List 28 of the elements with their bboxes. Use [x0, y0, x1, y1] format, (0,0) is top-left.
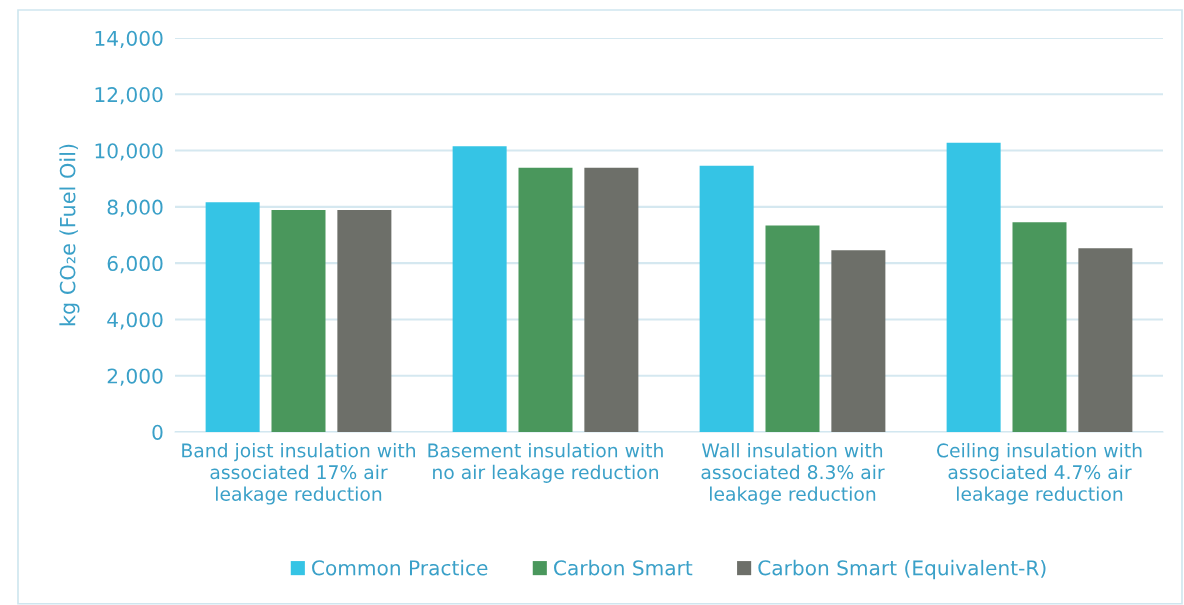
y-axis-title: kg CO₂e (Fuel Oil): [59, 144, 80, 326]
bar: [699, 165, 754, 432]
y-tick-label: 8,000: [107, 199, 163, 217]
bar: [337, 209, 392, 432]
y-tick-label: 6,000: [107, 255, 163, 274]
y-tick-label: 2,000: [107, 368, 163, 386]
bar: [518, 167, 573, 432]
bar: [1078, 248, 1133, 432]
x-tick-label: Basement insulation with no air leakage reduction: [428, 443, 663, 483]
y-tick-label: 12,000: [95, 86, 163, 105]
legend-label: Carbon Smart: [554, 559, 693, 576]
x-tick-label: Wall insulation with associated 8.3% air leakage reduction: [701, 443, 885, 505]
y-tick-label: 10,000: [95, 143, 163, 161]
y-tick-label: 4,000: [107, 312, 163, 330]
x-tick-label: Ceiling insulation with associated 4.7% air leakage reduction: [937, 443, 1142, 505]
legend-label: Carbon Smart (Equivalent-R): [758, 559, 1046, 580]
bar: [946, 142, 1001, 432]
y-tick-label: 0: [152, 424, 163, 440]
bar: [831, 250, 886, 432]
y-tick-label: 14,000: [95, 30, 163, 48]
bar: [765, 225, 820, 432]
legend-label: Common Practice: [312, 559, 488, 576]
bar: [205, 202, 260, 432]
x-tick-label: Band joist insulation with associated 17% air leakage reduction: [182, 443, 415, 505]
bar: [584, 167, 639, 432]
bar: [271, 209, 326, 432]
bar: [1012, 222, 1067, 432]
bar: [452, 146, 507, 432]
